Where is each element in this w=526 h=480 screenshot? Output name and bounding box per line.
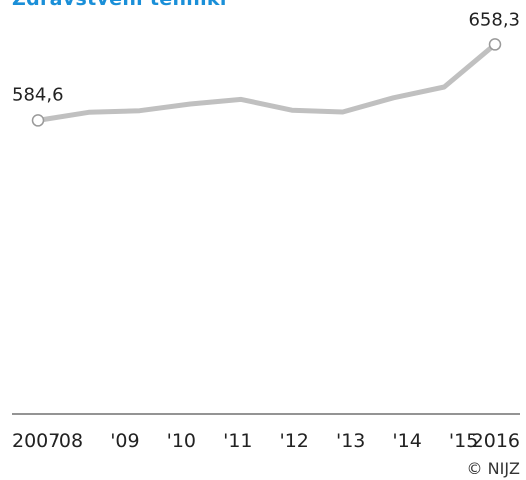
x-tick-label: '11	[223, 430, 252, 452]
data-label-end: 658,3	[468, 9, 520, 30]
series-layer	[31, 38, 502, 127]
data-point-start	[31, 114, 45, 127]
x-tick-label: '15	[449, 430, 478, 452]
x-tick-label: '09	[110, 430, 139, 452]
copyright-label: © NIJZ	[467, 459, 520, 478]
x-tick-label: '08	[54, 430, 83, 452]
x-tick-label: '13	[336, 430, 365, 452]
x-tick-label: 2007	[12, 430, 60, 452]
x-tick-label: '14	[392, 430, 421, 452]
series-line	[35, 41, 498, 123]
x-tick-label: '10	[167, 430, 196, 452]
x-tick-label: '12	[279, 430, 308, 452]
data-label-start: 584,6	[12, 84, 64, 105]
endpoint-labels: 584,6 658,3	[12, 9, 520, 105]
chart-title: Zdravstveni tehniki	[12, 0, 227, 10]
data-point-end	[488, 38, 502, 51]
x-tick-label: 2016	[472, 430, 520, 452]
